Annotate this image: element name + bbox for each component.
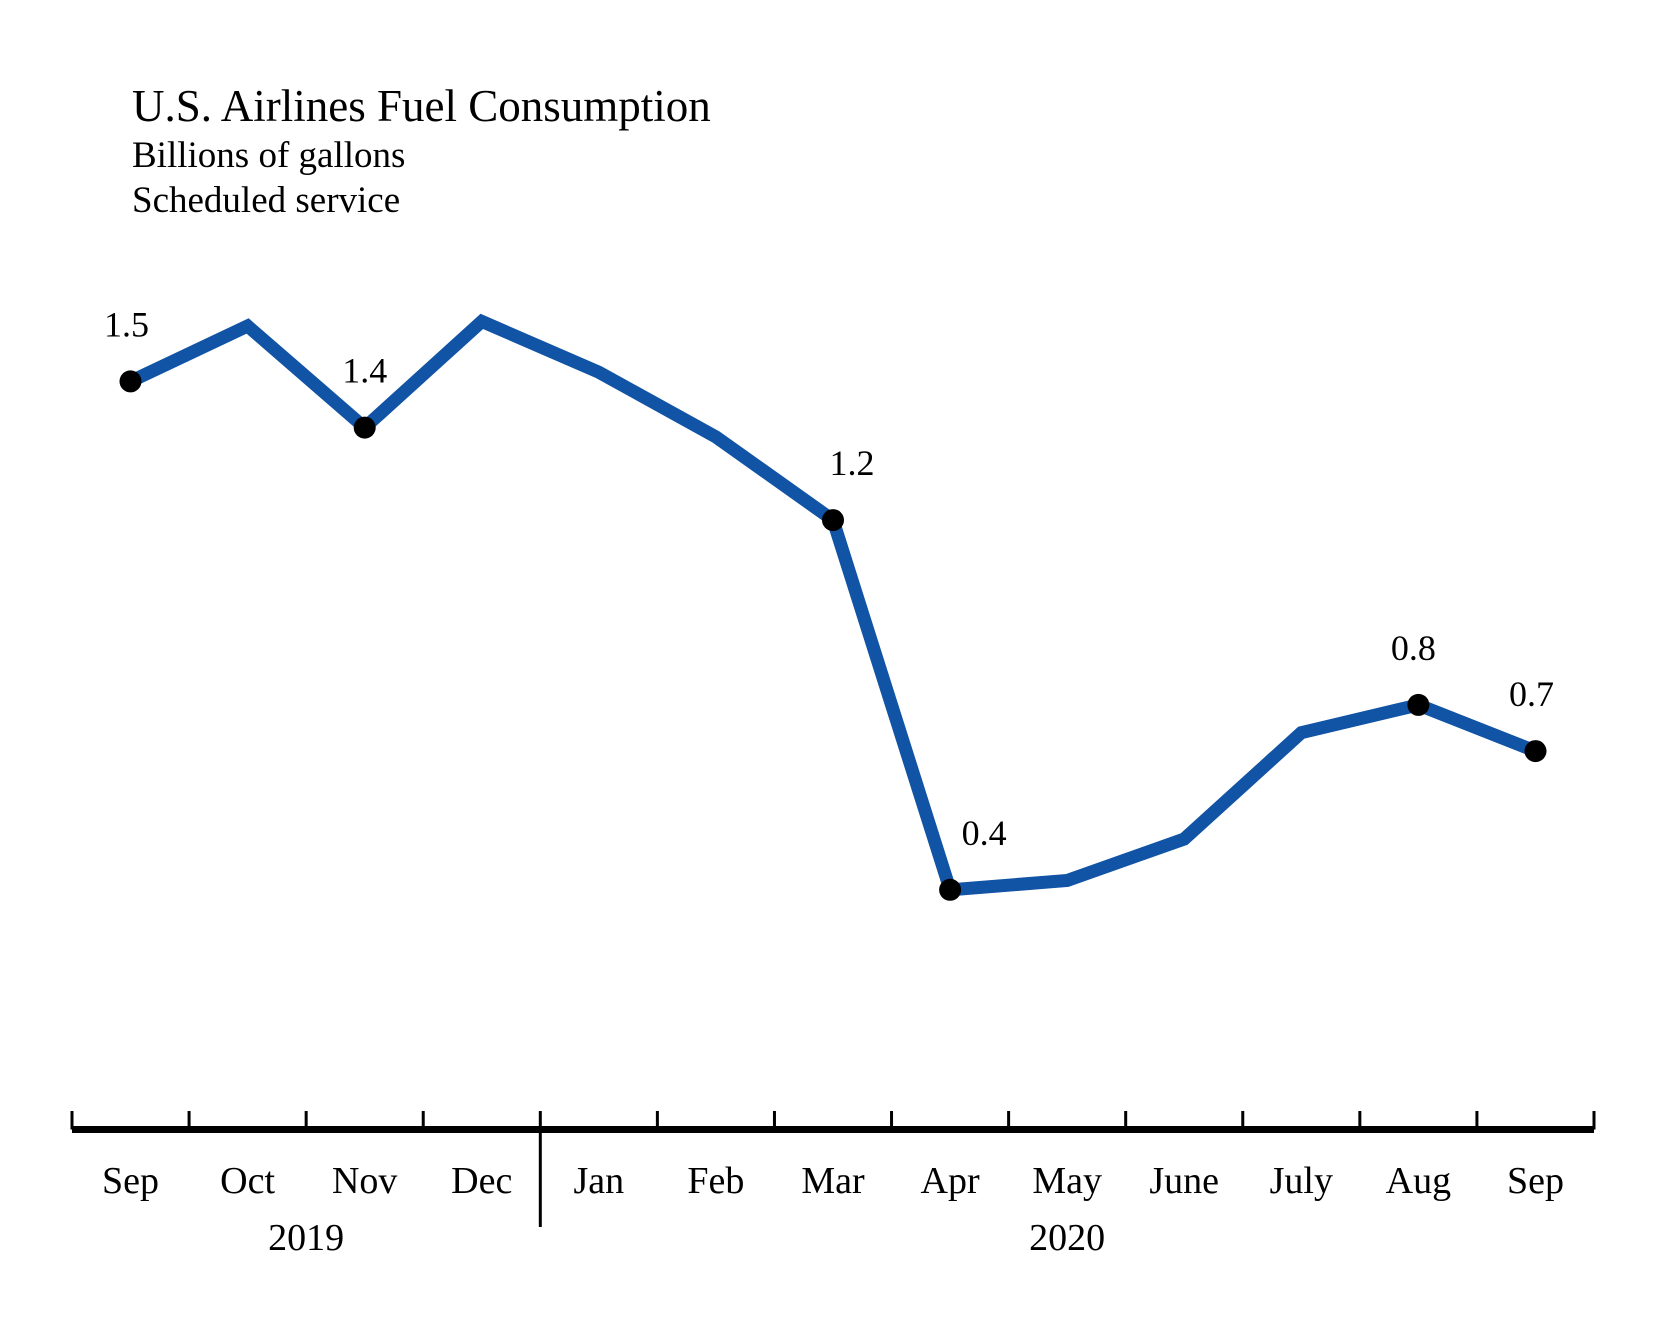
data-point-label-1.2: 1.2	[830, 443, 875, 483]
data-point-dot-1.5	[119, 370, 142, 393]
chart-subtitle-scope: Scheduled service	[132, 180, 400, 221]
month-label-feb: Feb	[687, 1160, 744, 1202]
x-axis-group	[70, 1111, 1596, 1227]
data-point-label-1.5: 1.5	[104, 304, 149, 344]
chart-title: U.S. Airlines Fuel Consumption	[132, 81, 711, 131]
month-label-july: July	[1270, 1160, 1333, 1202]
data-point-label-0.4: 0.4	[962, 813, 1007, 853]
data-point-label-0.7: 0.7	[1509, 674, 1554, 714]
data-point-label-0.8: 0.8	[1391, 628, 1436, 668]
month-label-dec: Dec	[451, 1160, 512, 1202]
month-label-oct: Oct	[220, 1160, 275, 1202]
month-label-aug: Aug	[1386, 1160, 1451, 1202]
year-label-2019: 2019	[268, 1217, 344, 1259]
month-label-mar: Mar	[801, 1160, 865, 1202]
chart-subtitle-unit: Billions of gallons	[132, 135, 405, 176]
point-label-group: 1.5 1.4 1.2 0.4 0.8 0.7	[104, 304, 1554, 852]
data-point-label-1.4: 1.4	[342, 351, 387, 391]
data-point-dot-0.7	[1524, 740, 1547, 763]
data-point-dot-0.4	[939, 878, 962, 901]
month-label-nov: Nov	[332, 1160, 397, 1202]
year-label-2020: 2020	[1029, 1217, 1105, 1259]
data-series-group	[119, 313, 1547, 901]
year-label-group: 2019 2020	[268, 1217, 1105, 1259]
data-point-dot-0.8	[1407, 693, 1430, 716]
month-label-may: May	[1032, 1160, 1102, 1202]
month-label-group: Sep Oct Nov Dec Jan Feb Mar Apr May June July Aug Se…	[102, 1160, 1564, 1202]
fuel-consumption-line	[127, 313, 1538, 897]
data-point-dot-1.4	[353, 416, 376, 439]
month-label-june: June	[1149, 1160, 1219, 1202]
month-label-sep: Sep	[1507, 1160, 1564, 1202]
month-label-apr: Apr	[921, 1160, 980, 1202]
month-label-sep-2019: Sep	[102, 1160, 159, 1202]
month-label-jan: Jan	[574, 1160, 625, 1202]
data-point-dot-1.2	[822, 509, 844, 532]
